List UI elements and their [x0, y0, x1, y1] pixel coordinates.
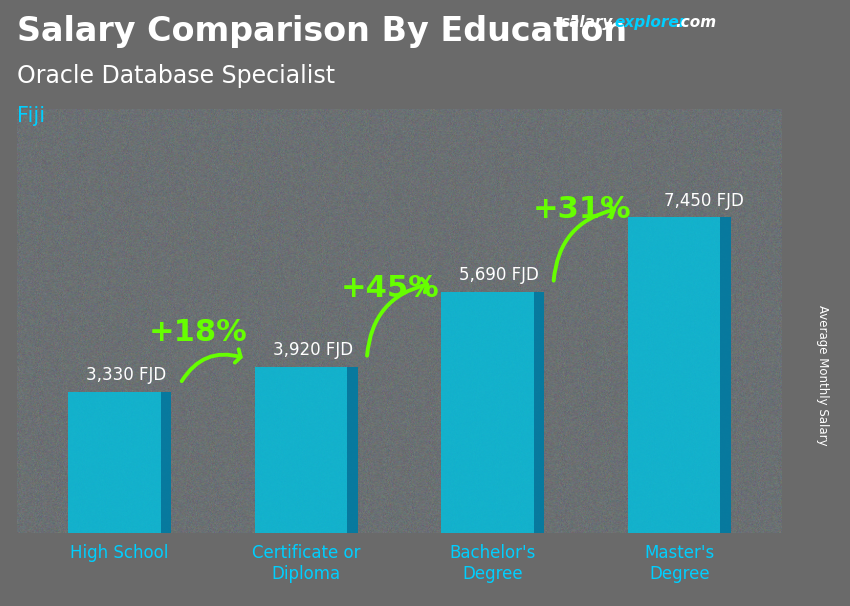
Bar	[255, 367, 358, 533]
Bar	[348, 367, 358, 533]
Text: +31%: +31%	[533, 195, 632, 224]
Text: .com: .com	[676, 15, 717, 30]
Text: explorer: explorer	[615, 15, 687, 30]
Text: 5,690 FJD: 5,690 FJD	[459, 266, 539, 284]
Bar	[534, 292, 544, 533]
Text: Fiji: Fiji	[17, 106, 45, 126]
Bar	[721, 218, 731, 533]
Text: 3,920 FJD: 3,920 FJD	[273, 341, 353, 359]
Bar	[628, 218, 731, 533]
Bar	[68, 392, 171, 533]
Text: 3,330 FJD: 3,330 FJD	[86, 367, 167, 384]
Text: salary: salary	[561, 15, 614, 30]
Text: +45%: +45%	[341, 275, 439, 304]
Text: Salary Comparison By Education: Salary Comparison By Education	[17, 15, 627, 48]
Bar	[441, 292, 544, 533]
Text: +18%: +18%	[149, 319, 247, 347]
Text: 7,450 FJD: 7,450 FJD	[665, 191, 745, 210]
Text: Average Monthly Salary: Average Monthly Salary	[816, 305, 829, 446]
Bar	[161, 392, 171, 533]
Text: Oracle Database Specialist: Oracle Database Specialist	[17, 64, 335, 88]
